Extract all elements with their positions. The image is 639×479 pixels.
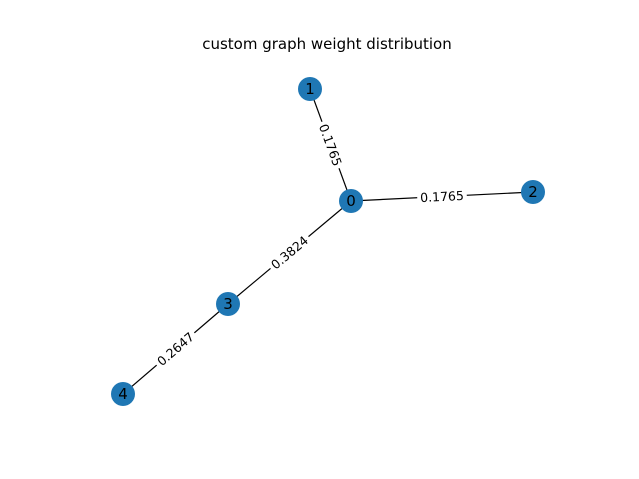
nodes-layer: 0 1 2 3 4: [111, 77, 545, 406]
node-circle: [339, 189, 363, 213]
node-circle: [521, 180, 545, 204]
node-label: 2: [528, 183, 538, 201]
edge-label-background: [265, 230, 314, 275]
node-circle: [298, 77, 322, 101]
node-label: 4: [118, 385, 128, 403]
edge-label-background: [416, 187, 468, 206]
node-1: 1: [298, 77, 322, 101]
node-label: 3: [223, 295, 233, 313]
graph-title: custom graph weight distribution: [202, 35, 452, 53]
node-2: 2: [521, 180, 545, 204]
edge-0-2: 0.1765: [350, 187, 534, 206]
edge-label-background: [314, 118, 347, 172]
node-label: 1: [305, 80, 315, 98]
edge-weight-label: 0.1765: [420, 188, 464, 205]
node-circle: [111, 382, 135, 406]
node-3: 3: [216, 292, 240, 316]
node-circle: [216, 292, 240, 316]
node-label: 0: [346, 192, 356, 210]
edge-label-background: [151, 326, 200, 372]
node-4: 4: [111, 382, 135, 406]
node-0: 0: [339, 189, 363, 213]
